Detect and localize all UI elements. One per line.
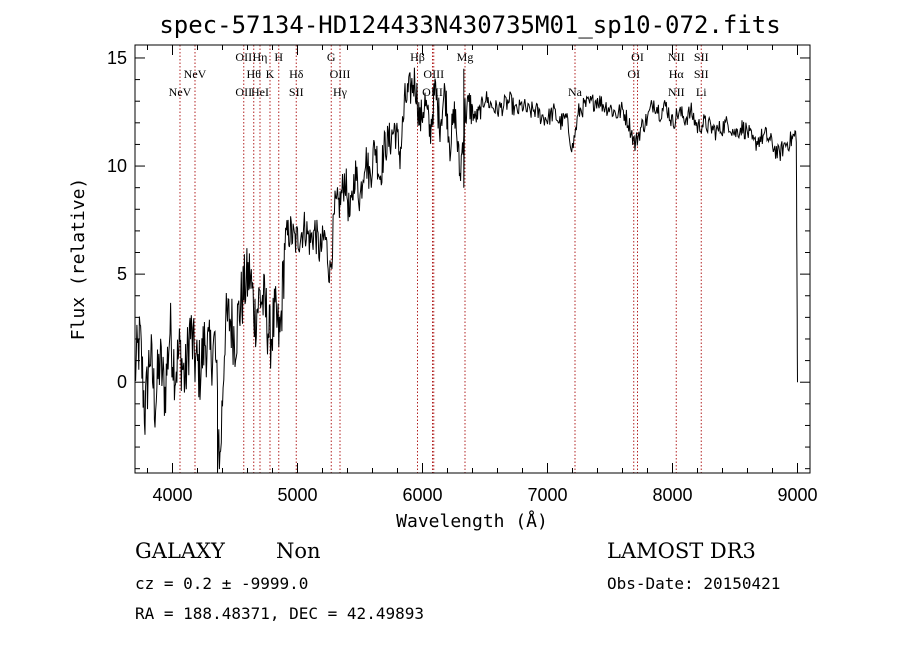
spectral-line-label: K — [266, 67, 275, 81]
spectral-line-label: OII — [235, 50, 252, 64]
y-tick-label: 0 — [117, 372, 127, 392]
spectral-line-label: Hδ — [289, 67, 304, 81]
spectral-line-label: Li — [696, 85, 707, 99]
redshift-info: cz = 0.2 ± -9999.0 — [135, 574, 308, 593]
spectral-line-label: SII — [694, 67, 709, 81]
y-tick-label: 15 — [107, 48, 127, 68]
spectral-line-label: G — [327, 50, 336, 64]
x-tick-label: 9000 — [777, 485, 817, 505]
x-tick-label: 6000 — [402, 485, 442, 505]
x-tick-label: 4000 — [152, 485, 192, 505]
spectral-line-markers — [179, 45, 702, 473]
x-axis-ticks: 4000 5000 6000 7000 8000 9000 — [147, 45, 818, 505]
spectral-line-label: SII — [289, 85, 304, 99]
spectral-line-label: H — [274, 50, 283, 64]
spectral-line-labels: NeV NeV OII OII Hθ Hη HeI KH Hδ SII G OIII Hγ Hβ OIII O… — [169, 50, 709, 99]
spectral-line-label: NII — [668, 85, 685, 99]
spectral-line-label: Hα — [669, 67, 685, 81]
spectrum-series-line — [134, 67, 798, 474]
survey-name: LAMOST DR3 — [607, 539, 756, 563]
spectral-line-label: NeV — [184, 67, 207, 81]
spectral-line-label: OII — [235, 85, 252, 99]
spectral-line-label: SII — [694, 50, 709, 64]
y-axis-label: Flux (relative) — [68, 178, 89, 341]
spectral-line-label: OIII — [423, 67, 444, 81]
spectral-line-label: HeI — [251, 85, 269, 99]
spectral-line-label: Hθ — [247, 67, 262, 81]
spectral-line-label: Hη — [253, 50, 268, 64]
spectral-line-label: OIII — [422, 85, 443, 99]
spectral-line-label: NeV — [169, 85, 192, 99]
object-subclass: Non — [276, 539, 321, 563]
y-tick-label: 10 — [107, 156, 127, 176]
spectral-line-label: Hγ — [333, 85, 348, 99]
x-axis-label: Wavelength (Å) — [396, 510, 548, 532]
x-tick-label: 5000 — [277, 485, 317, 505]
spectral-line-label: Mg — [457, 50, 474, 64]
y-tick-label: 5 — [117, 264, 127, 284]
y-axis-ticks: 0 5 10 15 — [107, 48, 810, 470]
spectral-line-label: Hβ — [410, 50, 425, 64]
x-tick-label: 8000 — [652, 485, 692, 505]
spectral-line-label: OIII — [330, 67, 351, 81]
spectral-line-label: Na — [568, 85, 583, 99]
coordinates-info: RA = 188.48371, DEC = 42.49893 — [135, 604, 424, 623]
object-class: GALAXY — [135, 539, 226, 563]
spectral-line-label: NII — [668, 50, 685, 64]
observation-date: Obs-Date: 20150421 — [607, 574, 780, 593]
chart-title: spec-57134-HD124433N430735M01_sp10-072.f… — [159, 11, 780, 39]
x-tick-label: 7000 — [527, 485, 567, 505]
spectral-line-label: OI — [631, 50, 644, 64]
spectral-line-label: OI — [627, 67, 640, 81]
